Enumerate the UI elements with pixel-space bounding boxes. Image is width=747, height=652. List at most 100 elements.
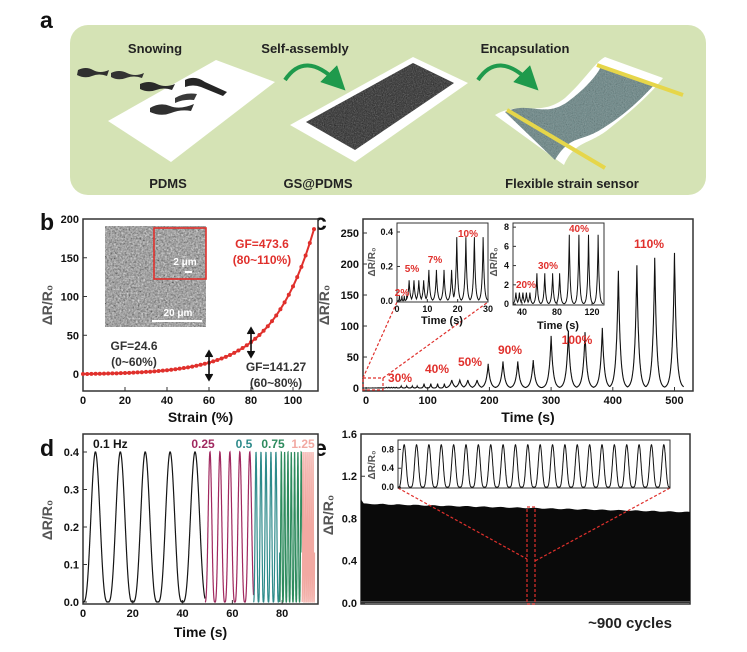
y-tick-label: 0.1: [64, 560, 79, 572]
green-arrow-icon: [476, 63, 539, 91]
data-point: [131, 370, 136, 375]
y-tick-label: 0: [504, 299, 509, 309]
gf-annotation-mid: GF=141.27: [246, 360, 307, 374]
gf-annotation-high: GF=473.6: [235, 237, 289, 251]
data-point: [177, 366, 182, 371]
pdms-sheet-with-flakes: [77, 60, 275, 162]
data-point: [291, 284, 296, 289]
data-point: [278, 307, 283, 312]
cycling-response-band: [361, 499, 690, 603]
frequency-label: 0.25: [191, 437, 215, 451]
x-tick-label: 200: [480, 395, 498, 407]
x-tick-label: 0: [80, 395, 86, 407]
step-self-assembly: Self-assembly: [261, 41, 349, 56]
y-axis-label: ΔR/R₀: [39, 285, 55, 325]
x-tick-label: 80: [552, 307, 562, 317]
data-point: [181, 366, 186, 371]
green-arrow-icon: [283, 63, 346, 91]
y-axis-label: ΔR/R₀: [316, 285, 332, 325]
data-point: [211, 359, 216, 364]
data-point: [236, 348, 241, 353]
data-point: [152, 369, 157, 374]
response-curve: [366, 252, 685, 389]
inset-response-curve: [396, 237, 489, 302]
x-tick-label: 40: [176, 608, 188, 620]
frequency-label: 0.5: [236, 437, 253, 451]
data-point: [240, 346, 245, 351]
y-tick-label: 200: [61, 214, 79, 226]
data-point: [118, 371, 123, 376]
inset-strain-label: 30%: [538, 261, 558, 272]
data-point: [110, 371, 115, 376]
inset-y-axis-label: ΔR/R₀: [367, 451, 378, 480]
y-tick-label: 50: [347, 352, 359, 364]
inset-strain-label: 10%: [458, 229, 478, 240]
data-point: [274, 313, 279, 318]
data-point: [102, 371, 107, 376]
data-point: [190, 364, 195, 369]
data-point: [89, 371, 94, 376]
series-line-4: [301, 451, 316, 603]
data-point: [93, 371, 98, 376]
x-axis-label: Strain (%): [168, 409, 233, 425]
x-tick-label: 20: [453, 304, 463, 314]
chart-b-strain-response: 0 20 40 60 80 100 0 50 100 150 200 Strain (%) ΔR/R₀ 2…: [39, 214, 319, 425]
data-point: [202, 361, 207, 366]
frequency-label: 1.25: [291, 437, 315, 451]
inset-cycles-zoom: 0.0 0.4 0.8ΔR/R₀: [367, 439, 671, 492]
data-point: [244, 343, 249, 348]
inset-strain-label: 40%: [569, 224, 589, 235]
data-point: [127, 370, 132, 375]
panel-label-d: d: [40, 435, 54, 461]
data-point: [228, 352, 233, 357]
strain-label: 30%: [388, 371, 412, 385]
y-tick-label: 50: [67, 330, 79, 342]
x-tick-label: 30: [483, 304, 493, 314]
series-line-3: [279, 450, 303, 603]
frequency-label: 0.75: [261, 437, 285, 451]
zoom-connector-line: [397, 487, 528, 560]
data-point: [114, 371, 119, 376]
y-tick-label: 0.4: [381, 463, 394, 473]
data-point: [160, 368, 165, 373]
chart-e-cycling-stability: 0.0 0.4 0.8 1.2 1.6 ΔR/R₀ ~900 cycles 0.0 0.4 0.8…: [320, 429, 691, 632]
zoom-connector-line: [382, 301, 489, 379]
y-tick-label: 250: [341, 228, 359, 240]
inset-mid-strain: 40 80 120 0 2 4 6 8 Time (s) ΔR/R₀ 20%30% 40%: [489, 222, 605, 332]
inset-strain-label: 5%: [405, 264, 420, 275]
step-encapsulation: Encapsulation: [481, 41, 570, 56]
zoom-connector-line: [534, 487, 671, 562]
data-point: [97, 371, 102, 376]
data-point: [165, 368, 170, 373]
scale-bar-label-small: 2 μm: [173, 257, 196, 268]
strain-label: 110%: [634, 237, 664, 251]
data-point: [106, 371, 111, 376]
sem-image: [105, 226, 206, 327]
data-point: [173, 367, 178, 372]
double-arrow-icon: [204, 349, 214, 382]
y-tick-label: 4: [504, 261, 509, 271]
y-tick-label: 0: [353, 383, 359, 395]
x-tick-label: 500: [665, 395, 683, 407]
panel-a-schematic: a Snowing Self-assembly Encapsulation: [40, 7, 706, 195]
graphene-flake: [111, 71, 144, 80]
graphene-flake: [150, 104, 194, 115]
inset-low-strain: 0 10 20 30 0.0 0.2 0.4 Time (s) ΔR/R₀ 2% 5% 7% 10%: [367, 222, 493, 327]
y-tick-label: 150: [341, 290, 359, 302]
strain-label: 100%: [562, 333, 593, 347]
y-tick-label: 0.2: [380, 261, 393, 271]
y-tick-label: 1.2: [342, 471, 357, 483]
step-snowing: Snowing: [128, 41, 182, 56]
y-tick-label: 8: [504, 222, 509, 232]
frequency-label: 0.1 Hz: [93, 437, 128, 451]
y-tick-label: 0.0: [381, 482, 394, 492]
x-tick-label: 20: [127, 608, 139, 620]
y-tick-label: 0.0: [342, 598, 357, 610]
data-point: [85, 371, 90, 376]
sem-inset-image: 2 μm 20 μm: [105, 226, 207, 327]
data-point: [219, 356, 224, 361]
x-tick-label: 80: [276, 608, 288, 620]
data-point: [139, 370, 144, 375]
